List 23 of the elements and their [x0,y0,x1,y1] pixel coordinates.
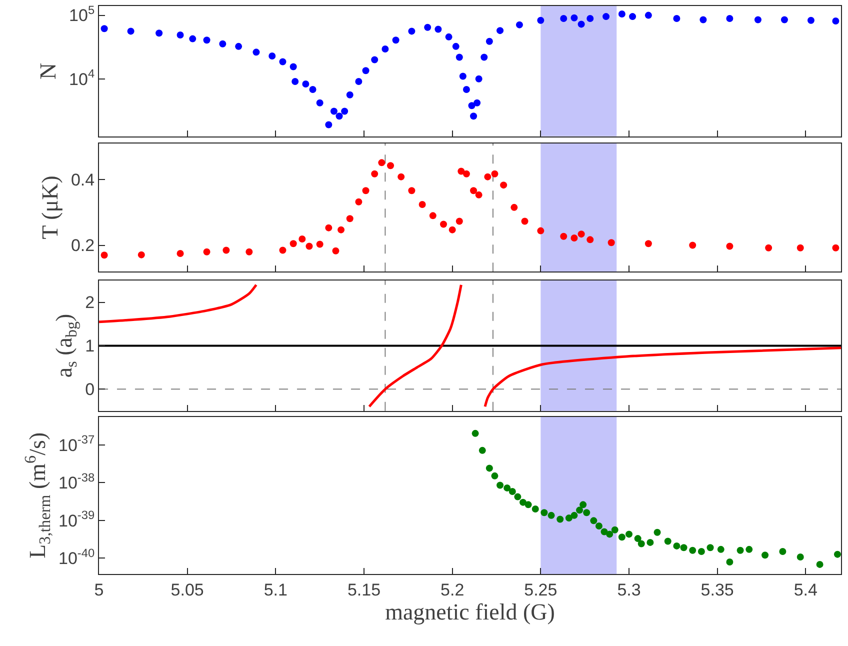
x-tick-label: 5.35 [700,580,734,600]
x-tick-label: 5 [94,580,104,600]
x-tick-label: 5.1 [264,580,288,600]
x-tick-label: 5.4 [794,580,818,600]
y-tick-label: 0.4 [70,170,95,190]
y-tick-label: 10$^{4}$ [69,66,95,89]
y-tick-label: 10$^{-39}$ [58,508,95,530]
y-tick-label: 10$^{5}$ [69,3,95,26]
y-tick-label: 2 [85,293,95,312]
x-tick-label: 5.2 [440,580,464,600]
y-tick-label: 10$^{-37}$ [58,432,95,455]
x-tick-label: 5.05 [170,580,204,600]
x-tick-label: 5.15 [347,580,381,600]
x-tick-label: 5.3 [617,580,641,600]
y-tick-label: 1 [85,336,95,356]
y-tick-label: 0.2 [70,236,95,256]
y-axis-title: N [36,62,61,80]
y-axis-title: T (μK) [37,176,62,240]
y-tick-label: 10$^{-38}$ [58,470,95,493]
x-tick-label: 5.25 [524,580,558,600]
x-axis-title: magnetic field (G) [385,599,555,624]
y-tick-label: 10$^{-40}$ [58,546,95,568]
y-tick-label: 0 [85,380,95,400]
